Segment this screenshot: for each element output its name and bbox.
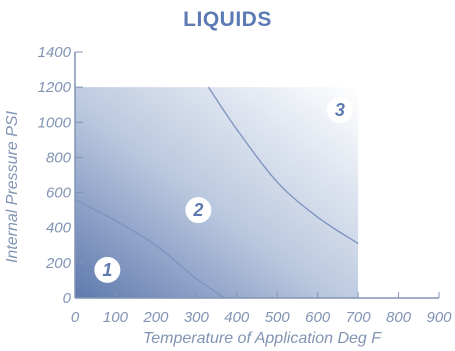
y-tick-label: 200: [45, 255, 72, 272]
x-tick-label: 400: [224, 309, 250, 326]
y-axis-label: Internal Pressure PSI: [4, 110, 21, 263]
y-tick-label: 1400: [38, 44, 72, 61]
x-axis-label: Temperature of Application Deg F: [143, 330, 382, 347]
y-tick-label: 1000: [38, 114, 72, 131]
zone-badge: [185, 197, 212, 224]
x-tick-label: 900: [426, 309, 452, 326]
x-tick-label: 200: [142, 309, 169, 326]
zone-label-2: 2: [185, 197, 212, 224]
y-tick-label: 800: [46, 149, 72, 166]
zone-number: 1: [102, 260, 112, 280]
zone-badge: [94, 256, 121, 283]
x-tick-label: 300: [184, 309, 210, 326]
y-tick-label: 1200: [38, 79, 72, 96]
x-tick-label: 600: [305, 309, 331, 326]
y-tick-label: 600: [46, 185, 72, 202]
chart-title: LIQUIDS: [183, 8, 272, 31]
zone-number: 3: [335, 100, 345, 120]
x-tick-label: 100: [103, 309, 129, 326]
zone-number: 2: [192, 200, 203, 220]
zone-label-3: 3: [326, 96, 353, 123]
zone-label-1: 1: [94, 256, 121, 283]
x-tick-label: 800: [386, 309, 412, 326]
zone-boundary-1: [74, 199, 226, 299]
service-region: [75, 87, 359, 299]
x-tick-label: 0: [71, 309, 80, 326]
y-tick-label: 400: [46, 220, 72, 237]
x-tick-label: 700: [346, 309, 372, 326]
zone-badge: [326, 96, 353, 123]
zone-boundary-2: [207, 86, 359, 245]
x-tick-label: 500: [265, 309, 291, 326]
y-tick-label: 0: [63, 290, 72, 307]
